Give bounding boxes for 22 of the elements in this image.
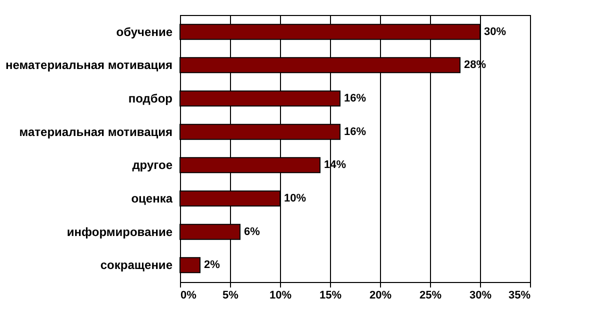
y-tick-label: обучение — [116, 24, 173, 39]
x-tick-label: 15% — [319, 290, 342, 302]
y-tick-label: сокращение — [100, 258, 173, 272]
y-tick-label: информирование — [66, 224, 173, 239]
data-label: 2% — [204, 259, 220, 272]
data-label: 30% — [484, 26, 506, 38]
x-tick-label: 25% — [419, 290, 442, 302]
data-label: 16% — [344, 92, 366, 104]
data-label: 10% — [284, 192, 306, 204]
x-tick-label: 0% — [180, 290, 197, 302]
data-label: 16% — [344, 126, 366, 138]
y-tick-label: оценка — [131, 192, 173, 206]
x-tick-label: 30% — [469, 290, 492, 302]
x-tick-label: 35% — [508, 290, 531, 302]
y-tick-label: другое — [132, 158, 173, 172]
y-tick-label: нематериальная мотивация — [6, 58, 172, 72]
data-label: 6% — [244, 226, 260, 238]
x-tick-label: 5% — [222, 290, 239, 302]
y-tick-label: подбор — [128, 92, 172, 106]
x-tick-label: 20% — [369, 290, 392, 302]
y-tick-label: материальная мотивация — [19, 124, 172, 139]
x-tick-label: 10% — [269, 290, 292, 302]
